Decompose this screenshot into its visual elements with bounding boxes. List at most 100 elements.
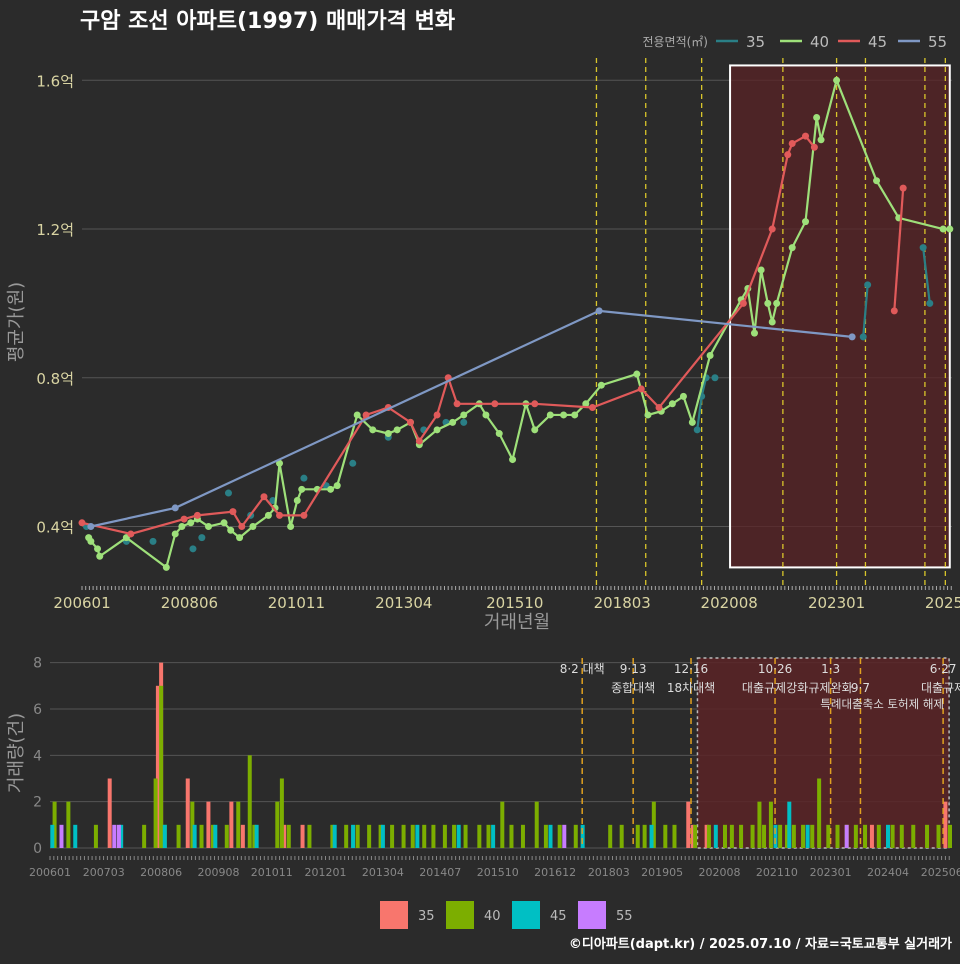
volume-bar-40: [520, 824, 525, 848]
series-line-35: [862, 284, 869, 337]
data-point-40: [353, 411, 361, 419]
data-point-40: [813, 113, 821, 121]
y-tick-label: 4: [33, 748, 42, 764]
volume-bar-40: [784, 824, 789, 848]
x-tick-label: 202301: [808, 594, 865, 612]
x-tick-label: 201304: [375, 594, 432, 612]
data-point-45: [406, 418, 414, 426]
legend-label-45: 45: [868, 33, 887, 51]
data-point-40: [939, 225, 947, 233]
legend-title: 전용면적(㎡): [642, 35, 708, 49]
data-point-55: [848, 333, 856, 341]
volume-bar-40: [706, 824, 711, 848]
volume-bar-40: [153, 778, 158, 848]
volume-bar-40: [159, 685, 164, 848]
data-point-45: [229, 508, 237, 516]
volume-bar-45: [351, 824, 356, 848]
volume-bar-40: [642, 824, 647, 848]
volume-bar-40: [534, 801, 539, 848]
data-point-40: [293, 496, 301, 504]
volume-bar-40: [431, 824, 436, 848]
volume-bar-40: [723, 824, 727, 848]
volume-bar-40: [410, 824, 415, 848]
volume-bar-40: [330, 824, 335, 848]
data-point-55: [87, 523, 95, 531]
series-line-55: [90, 309, 853, 528]
data-point-45: [238, 523, 246, 531]
volume-bar-45: [213, 824, 218, 848]
data-point-40: [87, 537, 95, 545]
policy-label: 9·7: [851, 681, 870, 695]
y-tick-label: 1.6억: [36, 72, 74, 90]
volume-bar-45: [805, 824, 810, 848]
y-tick-label: 0: [33, 841, 42, 857]
volume-bar-40: [739, 824, 744, 848]
data-point-40: [162, 563, 170, 571]
volume-bar-40: [463, 824, 468, 848]
data-point-40: [560, 411, 568, 419]
data-point-40: [817, 136, 825, 144]
volume-bar-40: [211, 824, 216, 848]
y-axis-label: 거래량(건): [6, 713, 27, 793]
volume-bar-40: [286, 824, 291, 848]
data-point-45: [531, 400, 539, 408]
volume-bar-45: [162, 824, 167, 848]
volume-bar-40: [729, 824, 734, 848]
legend-label-40: 40: [810, 33, 829, 51]
volume-bar-35: [690, 824, 695, 848]
x-tick-label: 202506: [921, 866, 960, 879]
volume-bar-35: [229, 801, 234, 848]
data-point-35: [460, 418, 468, 426]
data-point-40: [264, 511, 272, 519]
volume-bar-40: [608, 824, 613, 848]
data-point-45: [810, 143, 818, 151]
legend-label-45: 45: [550, 909, 567, 924]
data-point-40: [333, 482, 341, 490]
volume-bar-40: [247, 755, 252, 848]
data-point-40: [582, 400, 590, 408]
x-tick-label: 200601: [29, 866, 71, 879]
data-point-45: [362, 411, 370, 419]
volume-bar-40: [948, 824, 952, 848]
data-point-40: [679, 392, 687, 400]
data-point-40: [205, 523, 213, 531]
volume-bar-45: [332, 824, 337, 848]
volume-bar-40: [801, 824, 806, 848]
volume-bar-45: [713, 824, 718, 848]
x-tick-label: 202008: [701, 594, 758, 612]
volume-bar-40: [925, 824, 930, 848]
series-line-45: [81, 134, 816, 536]
legend-label-55: 55: [928, 33, 947, 51]
volume-bar-40: [876, 824, 881, 848]
x-tick-label: 202301: [810, 866, 852, 879]
legend-label-40: 40: [484, 909, 501, 924]
x-tick-label: 201612: [534, 866, 576, 879]
volume-bar-40: [176, 824, 181, 848]
data-point-40: [227, 526, 235, 534]
x-tick-label: 201011: [251, 866, 293, 879]
volume-bar-40: [817, 778, 822, 848]
volume-bar-40: [275, 801, 280, 848]
data-point-40: [750, 329, 758, 337]
volume-bar-55: [112, 824, 117, 848]
data-point-35: [224, 489, 232, 497]
volume-bar-35: [185, 778, 190, 848]
chart-title: 구암 조선 아파트(1997) 매매가격 변화: [80, 9, 455, 34]
x-tick-label: 201510: [477, 866, 519, 879]
policy-label: 12·16: [674, 662, 708, 676]
data-point-45: [78, 519, 86, 527]
volume-bar-40: [367, 824, 372, 848]
policy-extra-label: 특례대출축소 토허제 해제: [820, 697, 944, 711]
volume-bar-40: [672, 824, 677, 848]
legend-label-35: 35: [418, 909, 435, 924]
volume-bar-40: [853, 824, 858, 848]
volume-bar-40: [355, 824, 360, 848]
data-point-35: [711, 374, 719, 382]
volume-bar-40: [477, 824, 482, 848]
volume-bar-40: [279, 778, 284, 848]
data-point-40: [946, 225, 954, 233]
policy-label: 1·3: [821, 662, 840, 676]
volume-bar-40: [826, 824, 831, 848]
highlight-box: [729, 64, 951, 569]
data-point-40: [668, 400, 676, 408]
